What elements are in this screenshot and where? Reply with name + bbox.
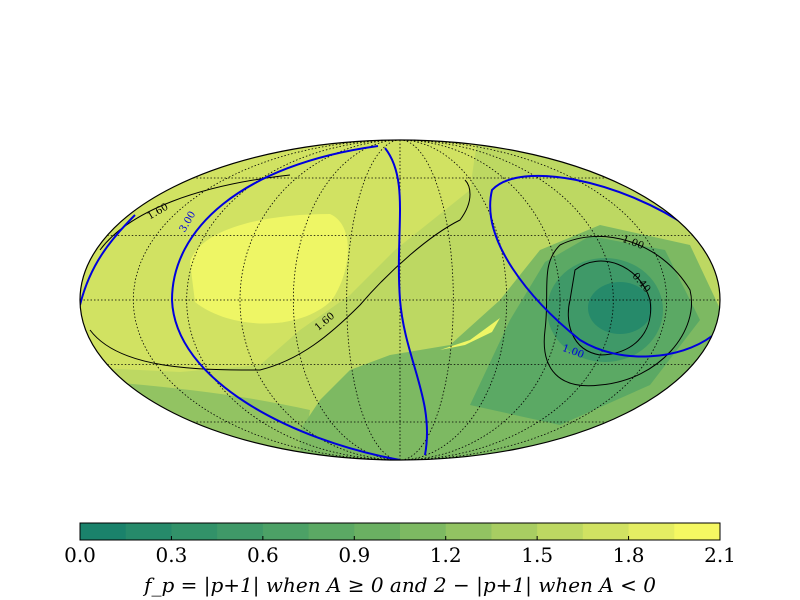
colorbar-segment	[262, 523, 310, 540]
map	[80, 140, 720, 460]
colorbar-frame	[79, 522, 721, 541]
map-border	[79, 139, 721, 461]
colorbar-tick-label: 0.3	[156, 543, 188, 567]
colorbar-segment	[171, 523, 218, 540]
contours-blue	[80, 145, 713, 460]
colorbar-segment	[628, 523, 675, 540]
meridian	[346, 140, 401, 460]
region	[190, 214, 348, 324]
colorbar-segment	[491, 523, 538, 540]
colorbar-segment	[445, 523, 492, 540]
colorbar-tick-label: 0.0	[64, 543, 96, 567]
meridian	[292, 140, 401, 460]
meridian	[399, 140, 668, 460]
meridian	[399, 140, 508, 460]
region	[588, 282, 652, 334]
colorbar-tick-label: 2.1	[704, 543, 736, 567]
colorbar-tick-label: 1.8	[613, 543, 645, 567]
colorbar-segment	[400, 523, 447, 540]
colorbar-tick-label: 0.6	[247, 543, 279, 567]
colorbar-segment	[308, 523, 355, 540]
colorbar-segment	[674, 523, 721, 540]
colorbar-segment	[125, 523, 172, 540]
colorbar: 0.0 0.3 0.6 0.9 1.2 1.5 1.8 2.1	[64, 522, 736, 567]
meridian	[186, 140, 401, 460]
meridian	[399, 140, 454, 460]
colorbar-segment	[537, 523, 584, 540]
colorbar-tick-label: 1.2	[430, 543, 462, 567]
colorbar-segment	[354, 523, 401, 540]
colorbar-tick-label: 1.5	[521, 543, 553, 567]
colorbar-tick-label: 0.9	[338, 543, 370, 567]
colorbar-segment	[582, 523, 630, 540]
colorbar-segment	[80, 523, 127, 540]
colorbar-segment	[217, 523, 264, 540]
colorbar-label: f_p = |p+1| when A ≥ 0 and 2 − |p+1| whe…	[142, 573, 656, 598]
